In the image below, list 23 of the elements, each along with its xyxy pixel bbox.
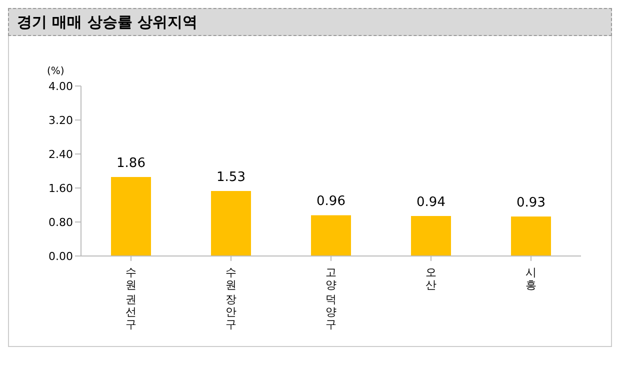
x-tick-label: 시흥: [526, 266, 536, 292]
x-tick-label: 고양 덕양구: [326, 266, 336, 331]
x-tick-label: 수원 권선구: [126, 266, 136, 331]
y-tick-label: 1.60: [48, 182, 73, 195]
data-label: 0.93: [516, 195, 546, 210]
bar: [311, 215, 351, 256]
bar: [211, 190, 251, 256]
data-label: 1.53: [216, 170, 246, 185]
bar: [411, 216, 451, 256]
bar: [111, 176, 151, 256]
y-tick-label: 0.00: [48, 250, 73, 263]
data-label: 0.94: [416, 195, 446, 210]
x-tick-label: 오산: [426, 266, 436, 292]
chart-title: 경기 매매 상승률 상위지역: [8, 8, 612, 36]
bar: [511, 216, 551, 256]
x-tick-label: 수원 장안구: [226, 266, 236, 331]
y-tick-label: 0.80: [48, 216, 73, 229]
y-axis-title: (%): [47, 66, 64, 77]
data-label: 0.96: [316, 194, 346, 210]
data-label: 1.86: [116, 156, 146, 171]
y-tick-label: 2.40: [48, 148, 73, 161]
y-tick-label: 3.20: [48, 114, 73, 127]
y-tick-label: 4.00: [48, 80, 73, 93]
